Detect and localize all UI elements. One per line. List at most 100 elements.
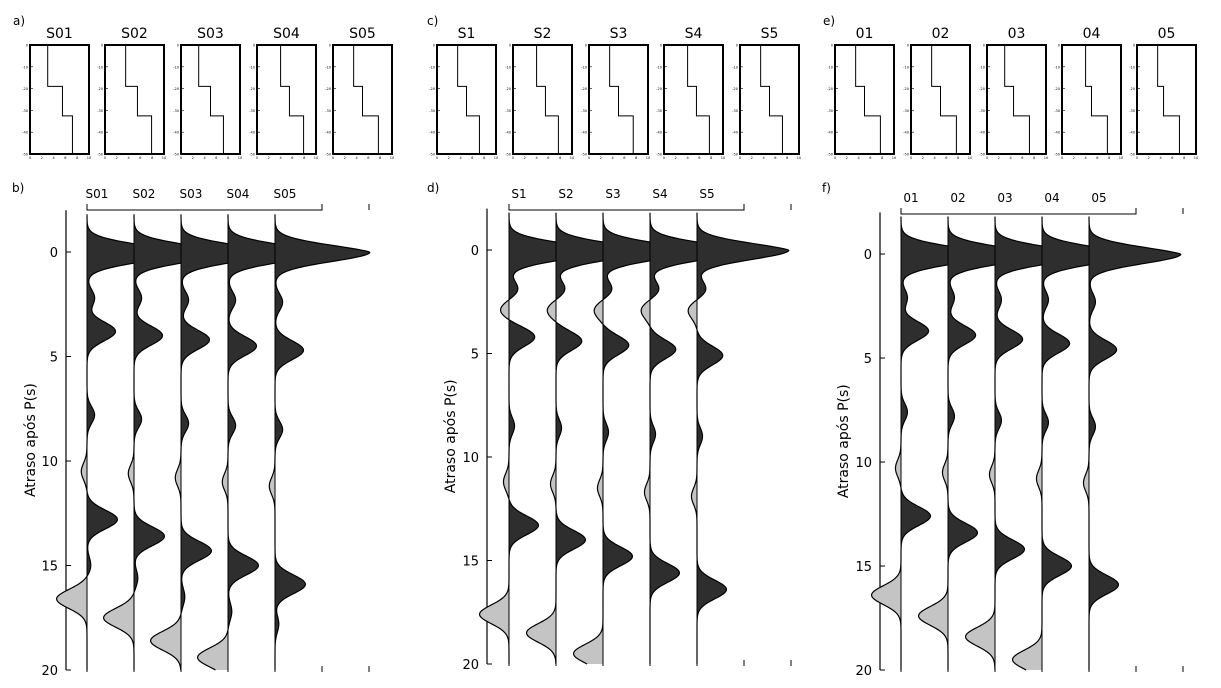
positive-fill [603, 212, 695, 665]
vel-tick-label: 8 [957, 156, 959, 160]
vel-tick-label: 4 [1159, 156, 1162, 160]
depth-tick-label: 0 [1133, 44, 1135, 48]
y-tick-label: 15 [855, 560, 872, 575]
vel-tick-label: 8 [379, 156, 381, 160]
positive-fill [228, 214, 323, 670]
negative-fill [871, 216, 901, 670]
y-tick-label: 0 [471, 244, 479, 259]
vel-tick-label: 6 [869, 156, 871, 160]
depth-tick-label: -50 [173, 153, 179, 157]
y-tick-label: 0 [864, 248, 872, 263]
trace-S5: S5 [687, 187, 790, 665]
vel-tick-label: 8 [710, 156, 712, 160]
positive-fill [87, 214, 182, 670]
negative-fill [965, 216, 995, 670]
depth-tick-label: -10 [325, 65, 331, 69]
vel-tick-label: 4 [459, 156, 462, 160]
negative-fill [269, 214, 275, 670]
trace-label: S1 [511, 187, 526, 201]
top-bracket [508, 204, 745, 211]
trace-S02: S02 [103, 187, 230, 670]
y-axis-label: Atraso após P(s) [836, 384, 852, 498]
depth-tick-label: -50 [1054, 153, 1060, 157]
depth-tick-label: -20 [429, 87, 435, 91]
depth-tick-label: -30 [429, 109, 435, 113]
vel-tick-label: 6 [139, 156, 141, 160]
depth-tick-label: -20 [249, 87, 255, 91]
y-tick-label: 20 [855, 664, 872, 679]
model-frame [910, 44, 971, 155]
depth-tick-label: -20 [173, 87, 179, 91]
trace-04: 04 [1011, 191, 1135, 671]
model-title: S1 [458, 26, 476, 42]
depth-tick-label: -50 [325, 153, 331, 157]
vel-tick-label: 0 [180, 156, 182, 160]
depth-tick-label: -40 [827, 131, 833, 135]
model-S3: S30-10-20-30-40-500 2 4 6 8 10 [581, 26, 650, 160]
trace-line [1011, 216, 1135, 671]
depth-tick-label: -40 [732, 131, 738, 135]
depth-tick-label: -40 [249, 131, 255, 135]
model-panel-1: c)S10-10-20-30-40-500 2 4 6 8 10S20-10-20-30-… [427, 14, 801, 160]
depth-tick-label: 0 [1058, 44, 1060, 48]
trace-label: 01 [903, 191, 918, 205]
negative-fill [918, 216, 948, 670]
trace-line [687, 212, 790, 664]
velocity-profile [855, 45, 881, 154]
depth-tick-label: -50 [827, 153, 833, 157]
depth-tick-label: 0 [177, 44, 179, 48]
vel-tick-label: 8 [635, 156, 637, 160]
depth-tick-label: -40 [22, 131, 28, 135]
depth-tick-label: 0 [329, 44, 331, 48]
negative-fill [56, 214, 87, 670]
vel-tick-label: 2 [344, 156, 346, 160]
model-title: 02 [932, 26, 950, 42]
vel-tick-label: 6 [471, 156, 473, 160]
vel-tick-label: 4 [1084, 156, 1087, 160]
positive-fill [181, 214, 276, 670]
vel-tick-label: 10 [1119, 156, 1123, 160]
model-frame [834, 44, 895, 155]
depth-tick-label: 0 [983, 44, 985, 48]
depth-tick-label: 0 [101, 44, 103, 48]
panel-label: d) [427, 181, 439, 195]
negative-fill [197, 214, 228, 670]
vel-tick-label: 10 [968, 156, 972, 160]
vel-tick-label: 4 [933, 156, 936, 160]
model-frame [104, 44, 165, 155]
depth-tick-label: 0 [509, 44, 511, 48]
y-tick-label: 10 [462, 451, 479, 466]
positive-fill [556, 212, 648, 665]
y-tick-label: 5 [471, 348, 479, 363]
vel-tick-label: 10 [494, 156, 498, 160]
positive-fill [948, 216, 1040, 670]
trace-S3: S3 [572, 187, 696, 665]
trace-line [103, 214, 230, 670]
negative-fill [573, 212, 603, 665]
depth-tick-label: -50 [656, 153, 662, 157]
depth-tick-label: -20 [22, 87, 28, 91]
trace-label: 03 [997, 191, 1012, 205]
vel-tick-label: 6 [291, 156, 293, 160]
vel-tick-label: 6 [547, 156, 549, 160]
trace-line [525, 212, 649, 665]
depth-tick-label: -30 [581, 109, 587, 113]
depth-tick-label: -10 [827, 65, 833, 69]
trace-line [917, 216, 1041, 670]
model-title: 03 [1008, 26, 1026, 42]
model-frame [986, 44, 1047, 155]
vel-tick-label: 10 [1044, 156, 1048, 160]
vel-tick-label: 8 [227, 156, 229, 160]
trace-S2: S2 [525, 187, 649, 665]
depth-tick-label: 0 [585, 44, 587, 48]
vel-tick-label: 2 [846, 156, 848, 160]
vel-tick-label: 0 [663, 156, 665, 160]
model-frame [512, 44, 573, 155]
vel-tick-label: 2 [922, 156, 924, 160]
y-tick-label: 5 [50, 351, 58, 366]
depth-tick-label: -30 [97, 109, 103, 113]
negative-fill [479, 212, 509, 665]
depth-tick-label: -50 [1129, 153, 1135, 157]
depth-tick-label: 0 [907, 44, 909, 48]
positive-fill [509, 212, 601, 665]
